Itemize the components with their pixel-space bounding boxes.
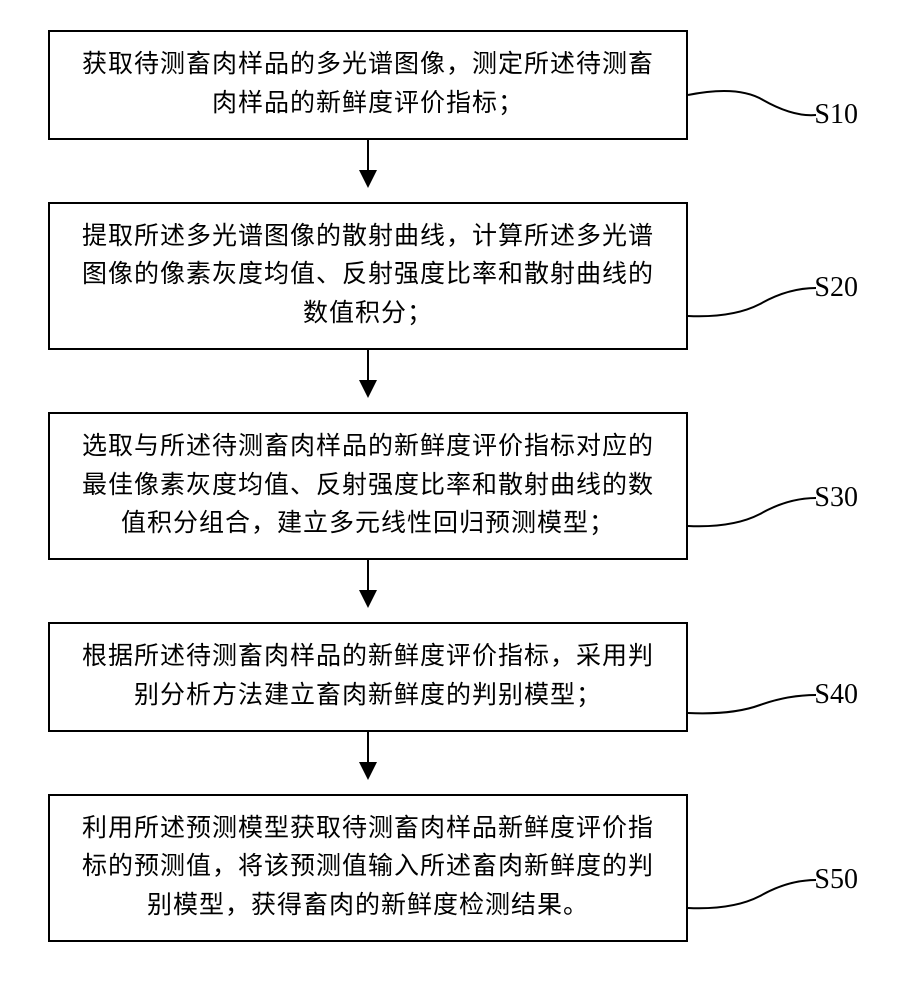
flow-step-text: 获取待测畜肉样品的多光谱图像，测定所述待测畜肉样品的新鲜度评价指标； — [82, 51, 654, 117]
flow-step-row: 选取与所述待测畜肉样品的新鲜度评价指标对应的最佳像素灰度均值、反射强度比率和散射… — [48, 412, 858, 560]
down-arrow-icon — [367, 732, 369, 778]
flowchart-container: 获取待测畜肉样品的多光谱图像，测定所述待测畜肉样品的新鲜度评价指标； S10 提… — [48, 30, 858, 942]
step-label: S20 — [814, 272, 858, 304]
connector-curve — [688, 270, 818, 350]
flow-step-row: 获取待测畜肉样品的多光谱图像，测定所述待测畜肉样品的新鲜度评价指标； S10 — [48, 30, 858, 140]
flow-step-text: 提取所述多光谱图像的散射曲线，计算所述多光谱图像的像素灰度均值、反射强度比率和散… — [82, 223, 654, 328]
connector-curve — [688, 681, 818, 741]
flow-step-box: 提取所述多光谱图像的散射曲线，计算所述多光谱图像的像素灰度均值、反射强度比率和散… — [48, 202, 688, 350]
step-label: S30 — [814, 482, 858, 514]
connector-curve — [688, 862, 818, 942]
connector-curve — [688, 480, 818, 560]
step-label: S50 — [814, 864, 858, 896]
arrow-area — [48, 350, 688, 412]
flow-step-text: 根据所述待测畜肉样品的新鲜度评价指标，采用判别分析方法建立畜肉新鲜度的判别模型； — [82, 643, 654, 709]
flow-step-row: 利用所述预测模型获取待测畜肉样品新鲜度评价指标的预测值，将该预测值输入所述畜肉新… — [48, 794, 858, 942]
flow-step-box: 利用所述预测模型获取待测畜肉样品新鲜度评价指标的预测值，将该预测值输入所述畜肉新… — [48, 794, 688, 942]
flow-step-text: 利用所述预测模型获取待测畜肉样品新鲜度评价指标的预测值，将该预测值输入所述畜肉新… — [82, 815, 654, 920]
arrow-area — [48, 140, 688, 202]
flow-step-box: 根据所述待测畜肉样品的新鲜度评价指标，采用判别分析方法建立畜肉新鲜度的判别模型； — [48, 622, 688, 732]
flow-step-row: 根据所述待测畜肉样品的新鲜度评价指标，采用判别分析方法建立畜肉新鲜度的判别模型；… — [48, 622, 858, 732]
connector-curve — [688, 75, 818, 155]
down-arrow-icon — [367, 140, 369, 186]
down-arrow-icon — [367, 560, 369, 606]
flow-step-box: 获取待测畜肉样品的多光谱图像，测定所述待测畜肉样品的新鲜度评价指标； — [48, 30, 688, 140]
arrow-area — [48, 560, 688, 622]
flow-step-text: 选取与所述待测畜肉样品的新鲜度评价指标对应的最佳像素灰度均值、反射强度比率和散射… — [82, 433, 654, 538]
step-label: S40 — [814, 679, 858, 711]
flow-step-row: 提取所述多光谱图像的散射曲线，计算所述多光谱图像的像素灰度均值、反射强度比率和散… — [48, 202, 858, 350]
arrow-area — [48, 732, 688, 794]
flow-step-box: 选取与所述待测畜肉样品的新鲜度评价指标对应的最佳像素灰度均值、反射强度比率和散射… — [48, 412, 688, 560]
down-arrow-icon — [367, 350, 369, 396]
step-label: S10 — [814, 99, 858, 131]
